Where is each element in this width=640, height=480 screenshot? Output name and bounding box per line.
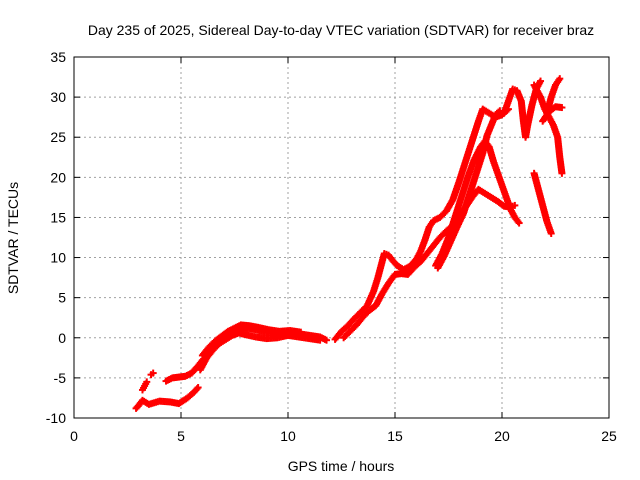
- y-tick-label: 35: [50, 49, 66, 65]
- y-tick-label: 30: [50, 89, 66, 105]
- data-point: [558, 169, 566, 177]
- y-tick-label: 20: [50, 169, 66, 185]
- x-axis-label: GPS time / hours: [288, 458, 395, 474]
- y-tick-label: -5: [54, 370, 67, 386]
- data-point: [537, 77, 545, 85]
- data-point: [515, 219, 523, 227]
- y-tick-label: 0: [58, 330, 66, 346]
- x-tick-label: 20: [494, 428, 510, 444]
- y-tick-label: 15: [50, 209, 66, 225]
- data-point: [149, 369, 157, 377]
- data-point: [143, 378, 151, 386]
- x-tick-label: 0: [70, 428, 78, 444]
- y-axis-label: SDTVAR / TECUs: [5, 182, 21, 294]
- data-point: [323, 336, 331, 344]
- x-tick-label: 15: [387, 428, 403, 444]
- data-point: [297, 328, 305, 336]
- data-point: [316, 336, 324, 344]
- x-tick-label: 10: [280, 428, 296, 444]
- plot-frame: [73, 56, 610, 419]
- y-tick-label: 10: [50, 250, 66, 266]
- y-tick-label: 5: [58, 290, 66, 306]
- x-tick-label: 5: [177, 428, 185, 444]
- data-point: [193, 385, 201, 393]
- data-point: [556, 75, 564, 83]
- data-point: [547, 229, 555, 237]
- data-point: [558, 104, 566, 112]
- x-tick-label: 25: [601, 428, 617, 444]
- y-tick-label: 25: [50, 129, 66, 145]
- x-tick-labels: 0 5 10 15 20 25: [70, 428, 617, 444]
- y-tick-labels: -10 -5 0 5 10 15 20 25 30 35: [46, 49, 66, 426]
- y-tick-label: -10: [46, 410, 66, 426]
- data-point: [194, 384, 202, 392]
- chart-title: Day 235 of 2025, Sidereal Day-to-day VTE…: [88, 22, 594, 38]
- data-points: [132, 75, 566, 412]
